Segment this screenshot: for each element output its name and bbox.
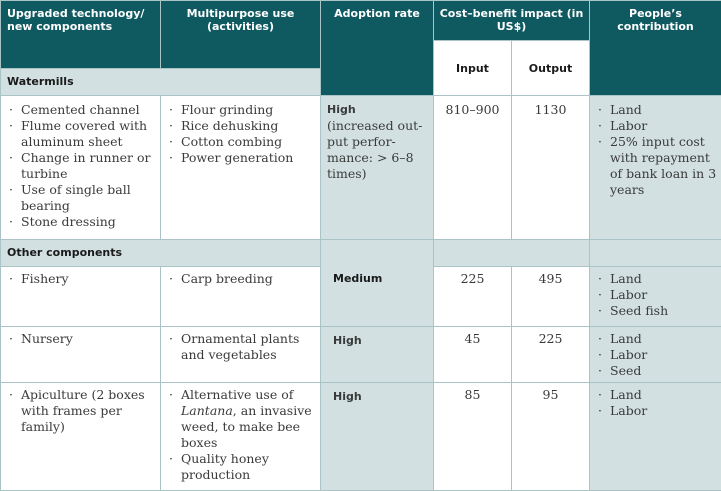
adoption-level: High: [333, 389, 429, 405]
list-item: Land: [596, 387, 717, 403]
cell-input: 810–900: [434, 96, 512, 240]
cell-output: 495: [512, 267, 590, 327]
cell-technology: Nursery: [1, 327, 161, 383]
list-item: Cemented channel: [7, 102, 156, 118]
cell-multipurpose-use: Flour grinding Rice dehusking Cotton com…: [161, 96, 321, 240]
watermill-tech-list: Cemented channel Flume covered with alum…: [7, 102, 156, 230]
list-item: Labor: [596, 287, 717, 303]
header-output: Output: [512, 41, 590, 96]
list-item: Rice dehusking: [167, 118, 316, 134]
list-item: Seed fish: [596, 303, 717, 319]
cell-adoption-rate: High: [321, 383, 434, 491]
cell-contribution: Land Labor: [590, 383, 721, 491]
header-multipurpose-use: Multipurpose use (activities): [161, 1, 321, 69]
list-item: Power generation: [167, 150, 316, 166]
list-item: Quality honey production: [167, 451, 316, 483]
cell-technology: Fishery: [1, 267, 161, 327]
list-item: Labor: [596, 403, 717, 419]
list-item: Cotton combing: [167, 134, 316, 150]
list-item: Carp breeding: [167, 271, 316, 287]
cell-input: 225: [434, 267, 512, 327]
list-item: Apiculture (2 boxes with frames per fami…: [7, 387, 156, 435]
cell-multipurpose-use: Alternative use of Lantana, an invasive …: [161, 383, 321, 491]
section-other-components: Other components: [1, 240, 321, 267]
list-item: Land: [596, 331, 717, 347]
adoption-note: (increased out-put perfor-mance: > 6–8 t…: [327, 118, 429, 182]
table-row: Apiculture (2 boxes with frames per fami…: [1, 383, 721, 491]
list-item: Labor: [596, 347, 717, 363]
list-item: Labor: [596, 118, 717, 134]
list-item: Flume covered with aluminum sheet: [7, 118, 156, 150]
list-item: Ornamental plants and vegetables: [167, 331, 316, 363]
cell-technology: Apiculture (2 boxes with frames per fami…: [1, 383, 161, 491]
list-item: Flour grinding: [167, 102, 316, 118]
list-item: Fishery: [7, 271, 156, 287]
cell-input: 45: [434, 327, 512, 383]
header-cost-benefit: Cost–benefit impact (in US$): [434, 1, 590, 41]
cell-adoption-rate: High (increased out-put perfor-mance: > …: [321, 96, 434, 240]
cell-output: 1130: [512, 96, 590, 240]
section-row: Other components Medium: [1, 240, 721, 267]
section-watermills: Watermills: [1, 69, 321, 96]
list-item: 25% input cost with repayment of bank lo…: [596, 134, 717, 198]
cell-multipurpose-use: Ornamental plants and vegetables: [161, 327, 321, 383]
list-item: Change in runner or turbine: [7, 150, 156, 182]
watermill-contribution-list: Land Labor 25% input cost with repayment…: [596, 102, 717, 198]
cell-multipurpose-use: Carp breeding: [161, 267, 321, 327]
cell-output: 225: [512, 327, 590, 383]
adoption-level: High: [333, 333, 429, 349]
list-item: Land: [596, 271, 717, 287]
cell-contribution: Land Labor 25% input cost with repayment…: [590, 96, 721, 240]
list-item: Nursery: [7, 331, 156, 347]
list-item: Use of single ball bearing: [7, 182, 156, 214]
table-row: Cemented channel Flume covered with alum…: [1, 96, 721, 240]
list-item: Land: [596, 102, 717, 118]
adoption-level: Medium: [333, 272, 429, 285]
watermill-use-list: Flour grinding Rice dehusking Cotton com…: [167, 102, 316, 166]
table-row: Nursery Ornamental plants and vegetables…: [1, 327, 721, 383]
cell-input: 85: [434, 383, 512, 491]
cell-technology: Cemented channel Flume covered with alum…: [1, 96, 161, 240]
cell-contribution: Land Labor Seed fish: [590, 267, 721, 327]
cell-adoption-rate: High: [321, 327, 434, 383]
cell-contribution: Land Labor Seed: [590, 327, 721, 383]
adoption-level: High: [327, 102, 429, 118]
list-item: Seed: [596, 363, 717, 379]
list-item: Alternative use of Lantana, an invasive …: [167, 387, 316, 451]
header-input: Input: [434, 41, 512, 96]
header-peoples-contribution: People’s contribution: [590, 1, 721, 96]
header-technology: Upgraded technology/ new components: [1, 1, 161, 69]
cell-adoption-rate: Medium: [321, 240, 434, 327]
header-adoption-rate: Adoption rate: [321, 1, 434, 96]
cell-output: 95: [512, 383, 590, 491]
list-item: Stone dressing: [7, 214, 156, 230]
